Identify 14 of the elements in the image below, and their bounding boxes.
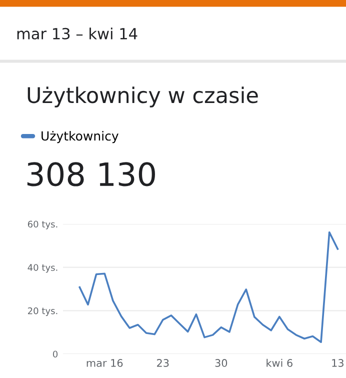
line-series <box>78 231 339 343</box>
text: 308 130 <box>27 162 155 186</box>
y-tick-label: 0 <box>52 350 58 358</box>
chart-title: Użytkownicy w czasie <box>28 86 258 108</box>
y-tick-label: 60 tys. <box>28 220 58 230</box>
x-tick-label: 23 <box>157 359 169 367</box>
x-tick-label: 30 <box>215 359 228 367</box>
text: mar 13 – kwi 14 <box>17 28 138 40</box>
x-tick-label: mar 16 <box>86 359 123 367</box>
legend-label: Użytkownicy <box>42 131 118 144</box>
y-tick-label: 20 tys. <box>28 307 58 316</box>
y-tick-label: 40 tys. <box>28 264 58 273</box>
x-tick-label: 13 <box>332 359 344 367</box>
x-tick-label: kwi 6 <box>266 358 292 367</box>
